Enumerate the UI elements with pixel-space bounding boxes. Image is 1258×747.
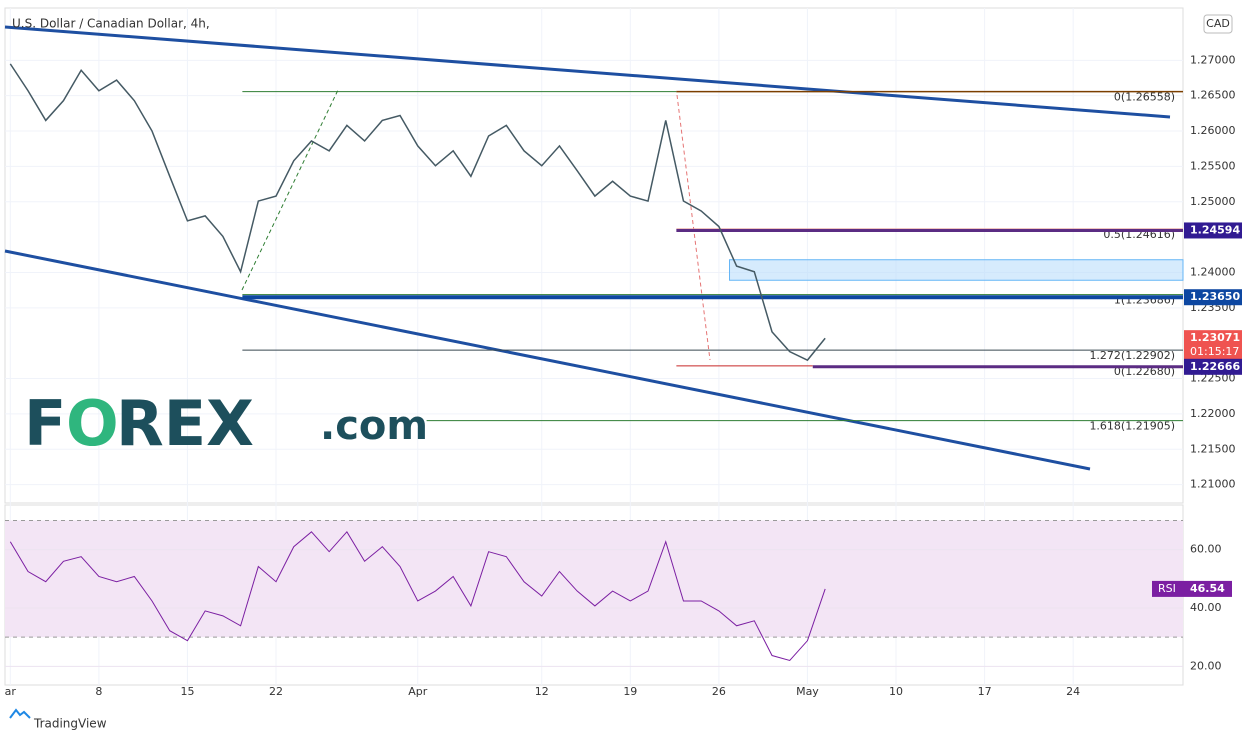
level-label: 1.272(1.22902) <box>1089 349 1175 362</box>
footer-icon <box>9 708 31 719</box>
trend-line <box>4 249 1091 471</box>
logo: F O REX .com <box>24 387 428 460</box>
rsi-tag <box>1152 580 1232 597</box>
fib-guide <box>241 89 339 291</box>
rsi-tick-label: 40.00 <box>1190 601 1222 614</box>
y-tick-label: 1.26000 <box>1190 124 1236 137</box>
level-label: 0(1.26558) <box>1114 91 1175 104</box>
rsi-tick-label: 20.00 <box>1190 659 1222 672</box>
chart-title: U.S. Dollar / Canadian Dollar, 4h, <box>12 17 210 31</box>
y-tick-label: 1.25500 <box>1190 159 1236 172</box>
rsi-value: 46.54 <box>1190 582 1225 595</box>
currency-badge[interactable] <box>1203 14 1233 34</box>
y-tick-label: 1.21500 <box>1190 442 1236 455</box>
trend-line <box>4 25 1171 119</box>
rsi-band <box>5 520 1183 638</box>
price-tag-label: 1.22666 <box>1190 360 1240 373</box>
rsi-label: RSI <box>1158 582 1176 595</box>
level-label: 1.618(1.21905) <box>1089 420 1175 433</box>
x-tick-label: Apr <box>408 685 428 698</box>
x-tick-label: 22 <box>269 685 283 698</box>
price-tag <box>1184 289 1242 306</box>
x-tick-label: 8 <box>95 685 102 698</box>
y-tick-label: 1.21000 <box>1190 478 1236 491</box>
price-tag <box>1184 222 1242 239</box>
y-tick-label: 1.22000 <box>1190 407 1236 420</box>
x-tick-label: 26 <box>712 685 726 698</box>
x-tick-label: 12 <box>535 685 549 698</box>
price-line <box>9 63 826 362</box>
price-tag-label: 1.23650 <box>1190 290 1240 303</box>
y-tick-label: 1.24000 <box>1190 265 1236 278</box>
y-tick-label: 1.25000 <box>1190 195 1236 208</box>
x-tick-label: May <box>796 685 819 698</box>
x-tick-label: 10 <box>889 685 903 698</box>
countdown: 01:15:17 <box>1190 345 1239 358</box>
rsi-tick-label: 60.00 <box>1190 543 1222 556</box>
x-tick-label: 15 <box>180 685 194 698</box>
y-tick-label: 1.27000 <box>1190 53 1236 66</box>
x-tick-label: ar <box>5 685 17 698</box>
y-tick-label: 1.26500 <box>1190 89 1236 102</box>
price-tag <box>1184 358 1242 375</box>
logo-text: F <box>24 387 66 460</box>
price-tag-label: 1.24594 <box>1190 223 1240 236</box>
logo-text: REX <box>116 387 254 460</box>
x-tick-label: 19 <box>623 685 637 698</box>
logo-text: .com <box>320 403 428 449</box>
price-tag <box>1184 330 1242 361</box>
rsi-line <box>9 531 826 662</box>
fib-guide <box>676 94 711 361</box>
price-tag-label: 1.23071 <box>1190 331 1240 344</box>
currency: CAD <box>1206 17 1230 30</box>
zone <box>729 259 1184 281</box>
logo-text: O <box>66 387 119 460</box>
footer: TradingView <box>33 717 107 731</box>
x-tick-label: 17 <box>978 685 992 698</box>
x-tick-label: 24 <box>1066 685 1080 698</box>
